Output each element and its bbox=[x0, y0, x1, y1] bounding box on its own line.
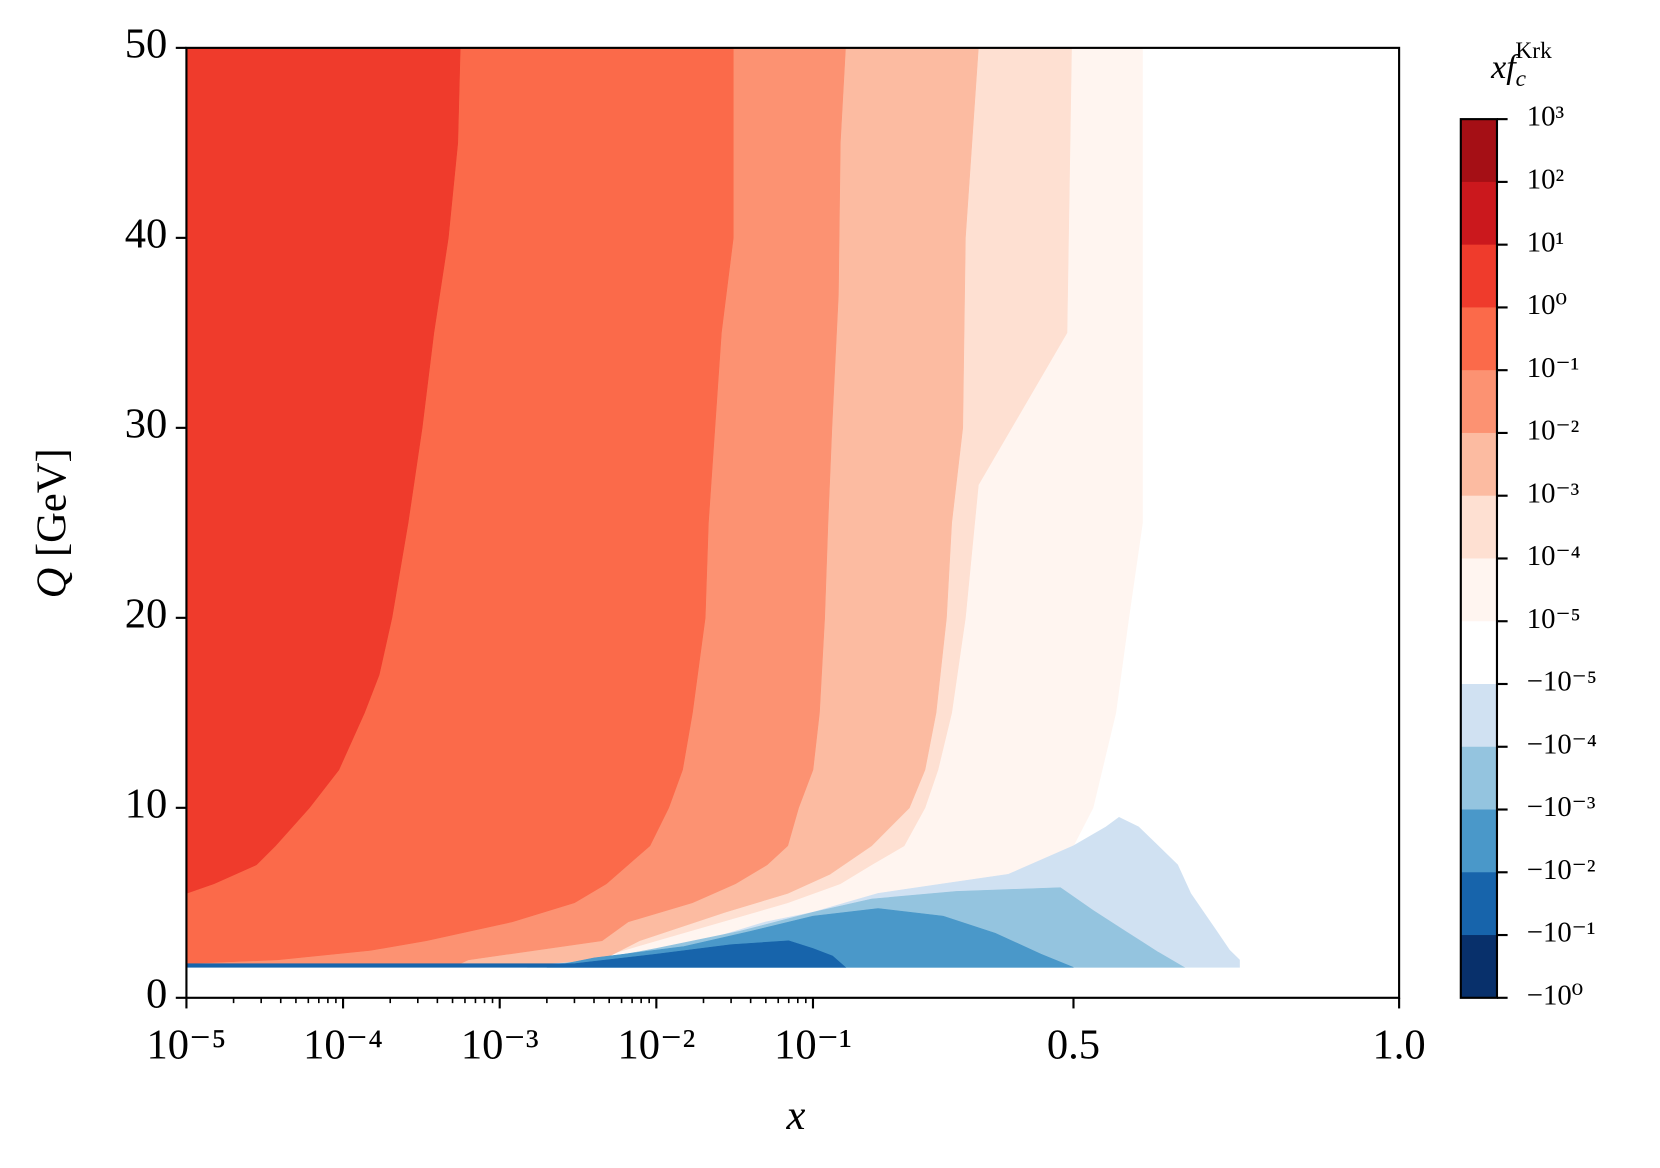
colorbar-band bbox=[1460, 872, 1497, 936]
colorbar-label: xfcKrk bbox=[1490, 39, 1552, 93]
colorbar-label-base: xf bbox=[1490, 49, 1520, 86]
colorbar-band bbox=[1460, 809, 1497, 873]
colorbar-band bbox=[1460, 370, 1497, 434]
colorbar-label-sup: Krk bbox=[1515, 39, 1552, 65]
y-tick-label: 50 bbox=[125, 21, 168, 68]
y-axis-unit: [GeV] bbox=[28, 448, 75, 557]
colorbar-tick-label: −10⁰ bbox=[1527, 979, 1583, 1011]
colorbar-tick-label: −10⁻³ bbox=[1527, 791, 1596, 823]
plot-frame bbox=[185, 46, 1401, 999]
colorbar-band bbox=[1460, 495, 1497, 560]
x-tick-label: 1.0 bbox=[1373, 1022, 1426, 1069]
colorbar-tick-label: −10⁻¹ bbox=[1527, 917, 1596, 949]
colorbar-band bbox=[1460, 935, 1497, 999]
y-tick-label: 30 bbox=[125, 401, 168, 448]
colorbar-band bbox=[1460, 432, 1497, 497]
colorbar-band bbox=[1460, 181, 1497, 246]
colorbar-tick-label: 10⁻² bbox=[1527, 415, 1580, 447]
colorbar-label-sub: c bbox=[1516, 66, 1527, 92]
x-tick-label: 10⁻³ bbox=[461, 1022, 539, 1069]
colorbar-tick-label: −10⁻⁵ bbox=[1527, 666, 1597, 698]
contour-region bbox=[186, 940, 847, 968]
colorbar-band bbox=[1460, 119, 1497, 183]
x-tick-label: 10⁻⁵ bbox=[147, 1022, 227, 1069]
colorbar-tick-label: 10⁻³ bbox=[1527, 477, 1580, 509]
colorbar-tick-label: 10⁰ bbox=[1527, 289, 1567, 321]
colorbar-band bbox=[1460, 683, 1497, 748]
y-axis-var: Q bbox=[28, 568, 75, 599]
colorbar-band bbox=[1460, 307, 1497, 371]
colorbar-band bbox=[1460, 558, 1497, 622]
x-tick-label: 10⁻² bbox=[617, 1022, 695, 1069]
y-tick-label: 40 bbox=[125, 211, 168, 258]
x-axis-label: x bbox=[786, 1092, 806, 1139]
colorbar-tick-label: 10² bbox=[1527, 163, 1564, 195]
colorbar-tick-label: 10⁻⁵ bbox=[1527, 603, 1581, 635]
colorbar-tick-label: −10⁻² bbox=[1527, 854, 1596, 886]
plot-area bbox=[186, 47, 1240, 968]
colorbar-tick-label: 10⁻¹ bbox=[1527, 352, 1580, 384]
axes: 10⁻⁵ 10⁻⁴ 10⁻³ 10⁻² 10⁻¹ 0.5 1.0 0 10 20 30 40 50 10³… bbox=[125, 21, 1597, 1069]
colorbar-tick-label: 10³ bbox=[1527, 101, 1565, 133]
y-tick-label: 0 bbox=[146, 971, 167, 1018]
contour-region bbox=[186, 47, 461, 894]
colorbar-tick-label: 10¹ bbox=[1527, 226, 1564, 258]
x-tick-label: 10⁻⁴ bbox=[303, 1022, 383, 1069]
colorbar-band bbox=[1460, 746, 1497, 811]
x-tick-label: 0.5 bbox=[1047, 1022, 1100, 1069]
colorbar-tick-label: 10⁻⁴ bbox=[1527, 540, 1581, 572]
y-tick-label: 20 bbox=[125, 591, 168, 638]
colorbar-band bbox=[1460, 244, 1497, 308]
colorbar-tick-label: −10⁻⁴ bbox=[1527, 728, 1597, 760]
y-axis-label: Q [GeV] bbox=[28, 448, 75, 598]
x-tick-label: 10⁻¹ bbox=[774, 1022, 852, 1069]
y-tick-label: 10 bbox=[125, 781, 168, 828]
colorbar-band bbox=[1460, 621, 1497, 685]
